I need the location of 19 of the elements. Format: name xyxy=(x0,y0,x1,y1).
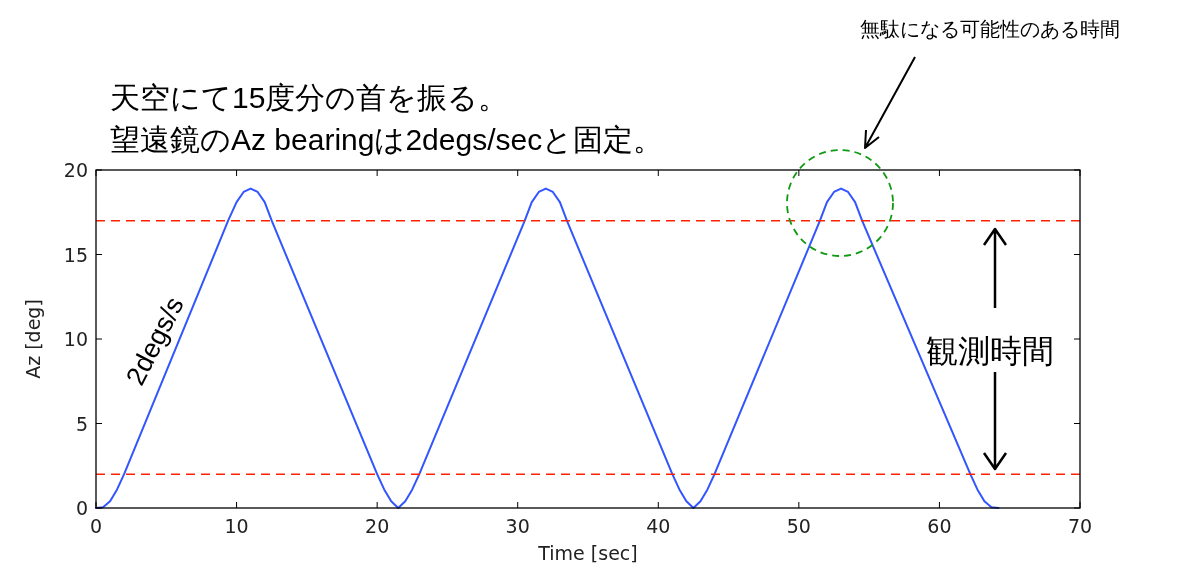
x-tick-label: 50 xyxy=(786,515,811,537)
chart-title: 天空にて15度分の首を振る。 xyxy=(110,81,509,114)
text: 無駄になる可能性のある時間 xyxy=(860,18,1120,40)
y-tick-label: 5 xyxy=(75,412,88,435)
x-tick-label: 0 xyxy=(89,515,103,537)
x-axis-title: Time [sec] xyxy=(537,542,638,564)
y-tick-label: 15 xyxy=(63,243,88,266)
x-tick-label: 10 xyxy=(224,515,249,537)
y-axis-title: Az [deg] xyxy=(22,299,44,379)
y-tick-label: 10 xyxy=(63,328,88,350)
x-tick-label: 70 xyxy=(1067,515,1093,537)
y-tick-label: 0 xyxy=(75,497,88,519)
x-tick-label: 40 xyxy=(646,515,671,537)
annotation: 観測時間 xyxy=(926,333,1054,369)
y-tick-label: 20 xyxy=(63,159,88,181)
x-tick-label: 60 xyxy=(927,515,952,537)
chart-subtitle: 望遠鏡のAz bearingは2degs/secと固定。 xyxy=(110,123,664,156)
x-tick-label: 20 xyxy=(365,515,390,537)
x-tick-label: 30 xyxy=(505,515,530,537)
